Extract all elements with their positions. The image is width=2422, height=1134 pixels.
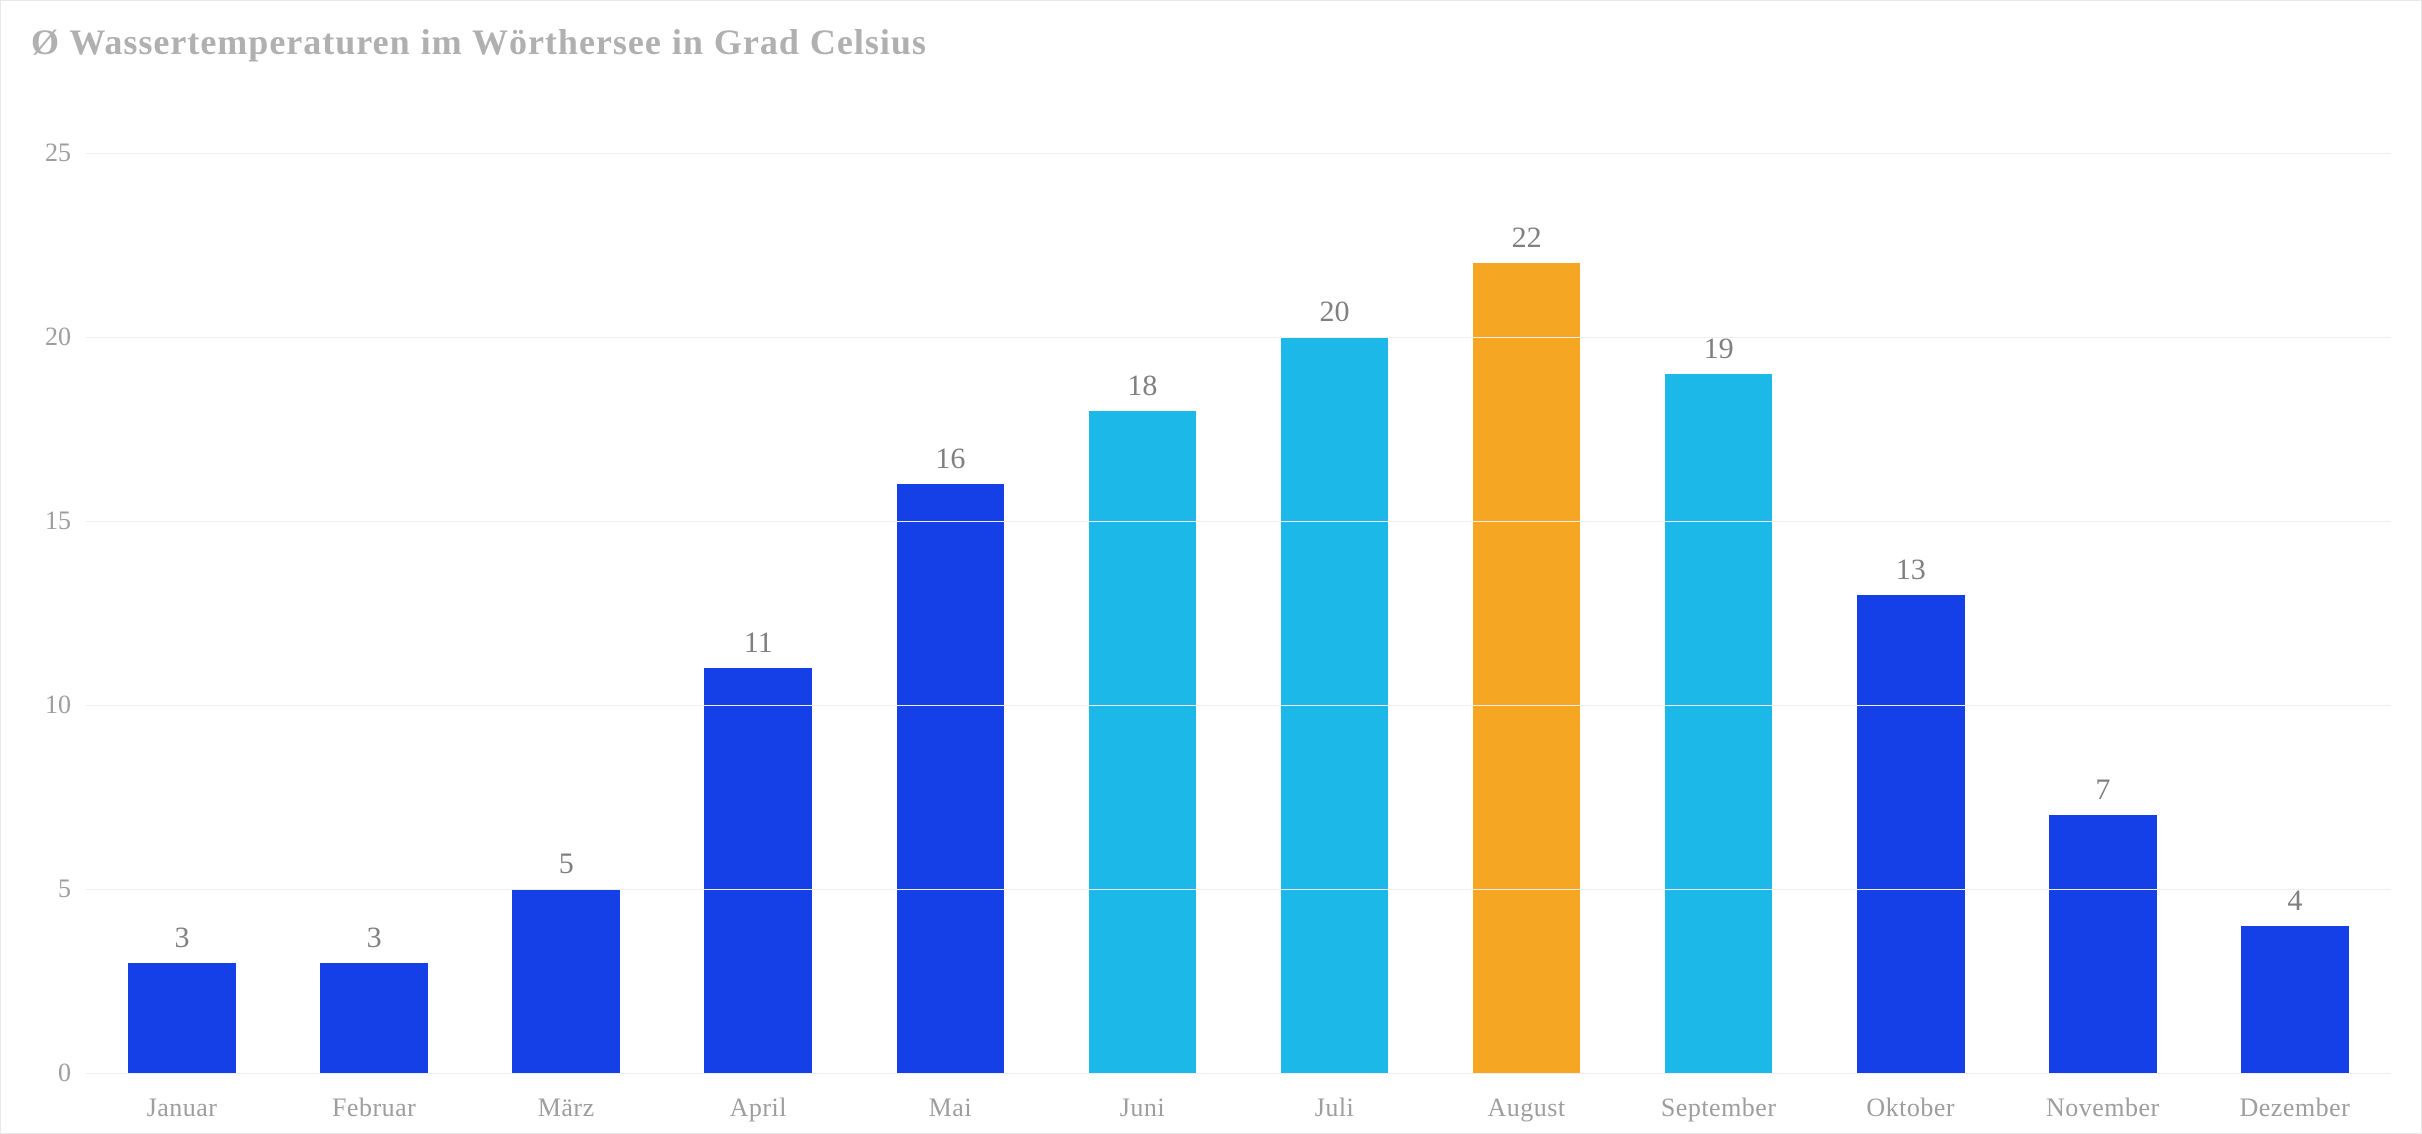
- x-tick-label: Februar: [278, 1093, 470, 1123]
- bar-value-label: 11: [744, 626, 773, 660]
- bar-value-label: 5: [559, 847, 574, 881]
- y-tick-label: 15: [45, 506, 71, 536]
- x-tick-label: Juni: [1046, 1093, 1238, 1123]
- gridline: [86, 889, 2391, 890]
- plot-area: 0510152025 3351116182022191374 JanuarFeb…: [31, 153, 2391, 1073]
- bar: [512, 889, 620, 1073]
- bar-slot: 3: [86, 153, 278, 1073]
- x-tick-label: Juli: [1238, 1093, 1430, 1123]
- bar-slot: 5: [470, 153, 662, 1073]
- y-tick-label: 20: [45, 322, 71, 352]
- bar: [897, 484, 1005, 1073]
- gridline: [86, 337, 2391, 338]
- x-tick-label: Januar: [86, 1093, 278, 1123]
- bar-value-label: 3: [175, 921, 190, 955]
- chart-container: Ø Wassertemperaturen im Wörthersee in Gr…: [0, 0, 2422, 1134]
- bar: [1473, 263, 1581, 1073]
- bar-slot: 3: [278, 153, 470, 1073]
- y-tick-label: 0: [58, 1058, 71, 1088]
- bar: [2241, 926, 2349, 1073]
- bar-slot: 18: [1046, 153, 1238, 1073]
- x-tick-label: September: [1623, 1093, 1815, 1123]
- bar-slot: 7: [2007, 153, 2199, 1073]
- y-axis: 0510152025: [31, 153, 81, 1073]
- x-tick-label: April: [662, 1093, 854, 1123]
- gridline: [86, 153, 2391, 154]
- bar-slot: 19: [1623, 153, 1815, 1073]
- x-tick-label: November: [2007, 1093, 2199, 1123]
- bar-value-label: 22: [1512, 221, 1542, 255]
- bar-slot: 20: [1238, 153, 1430, 1073]
- gridline: [86, 1073, 2391, 1074]
- x-tick-label: März: [470, 1093, 662, 1123]
- bar-value-label: 7: [2095, 773, 2110, 807]
- bar-slot: 22: [1431, 153, 1623, 1073]
- x-tick-label: August: [1431, 1093, 1623, 1123]
- y-tick-label: 25: [45, 138, 71, 168]
- bar: [704, 668, 812, 1073]
- bar: [1857, 595, 1965, 1073]
- bar-value-label: 3: [367, 921, 382, 955]
- bar: [128, 963, 236, 1073]
- bar-value-label: 20: [1320, 295, 1350, 329]
- bar: [1665, 374, 1773, 1073]
- bar-value-label: 18: [1127, 369, 1157, 403]
- x-tick-label: Dezember: [2199, 1093, 2391, 1123]
- chart-title: Ø Wassertemperaturen im Wörthersee in Gr…: [31, 21, 2391, 63]
- x-tick-label: Oktober: [1815, 1093, 2007, 1123]
- bars-region: 3 3 5 11 16 18 20 22 19 13 7 4: [86, 153, 2391, 1073]
- bar-value-label: 16: [935, 442, 965, 476]
- bar-slot: 11: [662, 153, 854, 1073]
- gridline: [86, 521, 2391, 522]
- bar-slot: 13: [1815, 153, 2007, 1073]
- bar: [320, 963, 428, 1073]
- gridline: [86, 705, 2391, 706]
- x-tick-label: Mai: [854, 1093, 1046, 1123]
- bar-value-label: 13: [1896, 553, 1926, 587]
- y-tick-label: 10: [45, 690, 71, 720]
- bar-slot: 4: [2199, 153, 2391, 1073]
- bar-slot: 16: [854, 153, 1046, 1073]
- bar: [1089, 411, 1197, 1073]
- bar: [2049, 815, 2157, 1073]
- y-tick-label: 5: [58, 874, 71, 904]
- x-axis-labels: JanuarFebruarMärzAprilMaiJuniJuliAugustS…: [86, 1093, 2391, 1123]
